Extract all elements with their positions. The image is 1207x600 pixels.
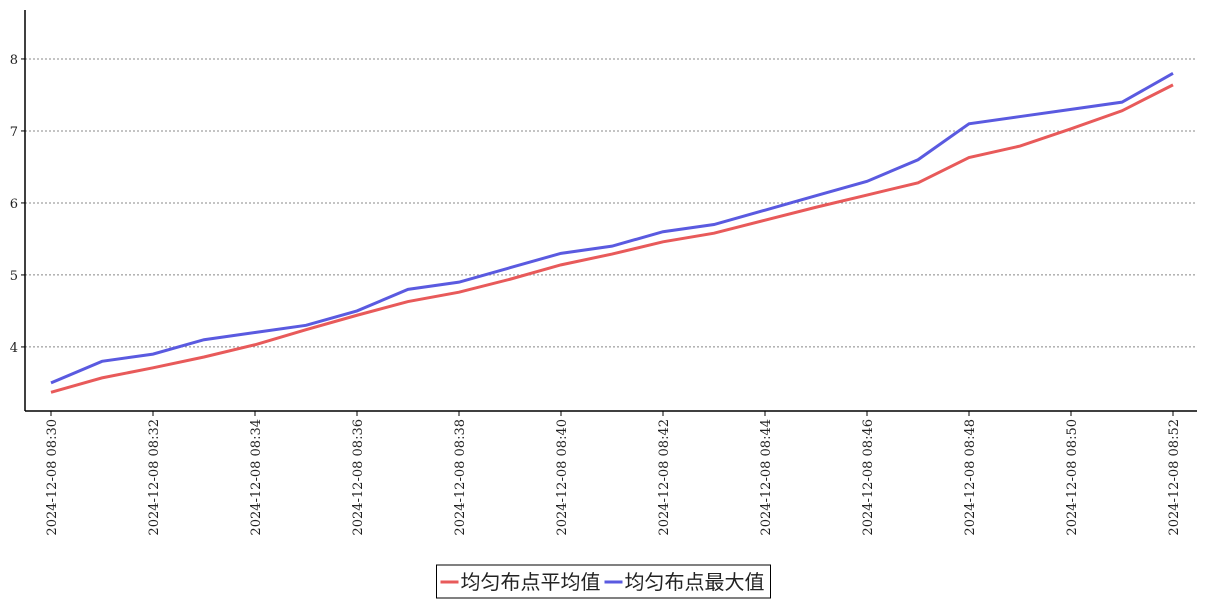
y-tick-label: 8 [10, 53, 18, 68]
y-tick-label: 7 [10, 125, 18, 140]
x-tick-label: 2024-12-08 08:44 [759, 419, 774, 536]
x-tick-label: 2024-12-08 08:48 [963, 419, 978, 536]
x-tick-label: 2024-12-08 08:40 [555, 419, 570, 536]
y-tick-label: 4 [10, 341, 18, 356]
x-tick-label: 2024-12-08 08:34 [249, 419, 264, 536]
y-tick-label: 6 [10, 197, 18, 212]
x-tick-label: 2024-12-08 08:38 [453, 419, 468, 536]
series-line [50, 83, 1174, 394]
legend-box [436, 564, 771, 599]
x-tick-label: 2024-12-08 08:36 [351, 419, 366, 536]
x-tick-label: 2024-12-08 08:52 [1167, 419, 1182, 536]
x-tick-label: 2024-12-08 08:42 [657, 419, 672, 536]
y-tick-label: 5 [10, 269, 18, 284]
x-tick-label: 2024-12-08 08:50 [1065, 419, 1080, 536]
legend: 均匀布点平均值 均匀布点最大值 [436, 564, 771, 599]
x-tick-label: 2024-12-08 08:30 [45, 419, 60, 536]
series-line [50, 72, 1174, 385]
x-tick-label: 2024-12-08 08:32 [147, 419, 162, 536]
legend-label: 均匀布点平均值 [461, 570, 601, 594]
x-tick-label: 2024-12-08 08:46 [861, 419, 876, 536]
legend-label: 均匀布点最大值 [625, 570, 765, 594]
